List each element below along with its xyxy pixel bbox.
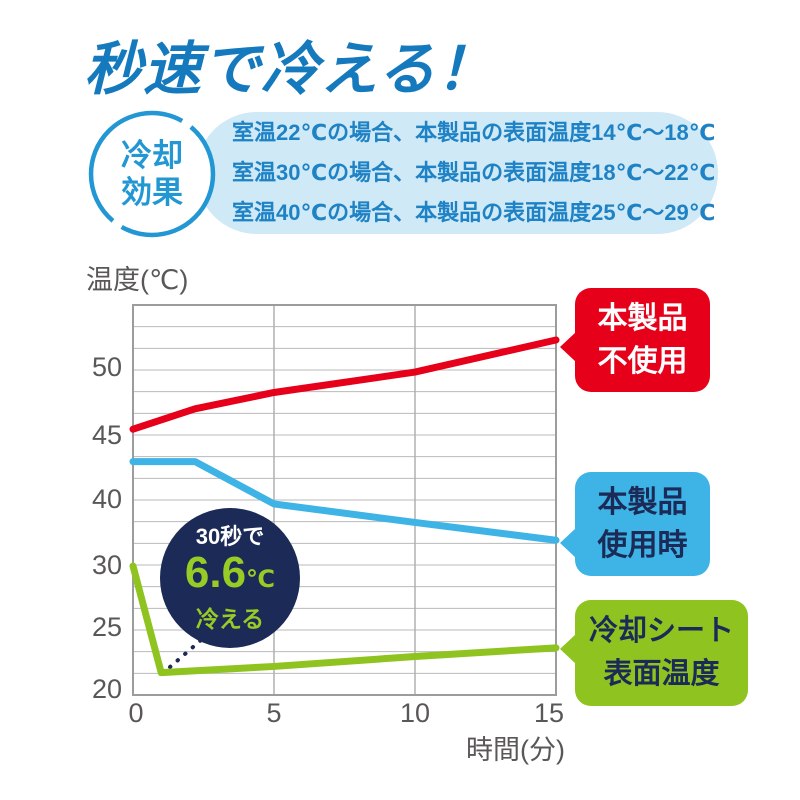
legend-callout-product-not-used: 本製品 不使用 xyxy=(560,288,710,392)
series-line-本製品不使用 xyxy=(129,336,560,433)
cooling-spec-box: 室温22℃の場合、本製品の表面温度14℃〜18℃ 室温30℃の場合、本製品の表面… xyxy=(196,112,718,234)
x-tick-5: 5 xyxy=(266,698,282,728)
y-tick-30: 30 xyxy=(91,550,122,580)
spec-line-40c: 室温40℃の場合、本製品の表面温度25℃〜29℃ xyxy=(232,200,716,225)
spec-line-30c: 室温30℃の場合、本製品の表面温度18℃〜22℃ xyxy=(232,160,716,185)
x-axis-title: 時間(分) xyxy=(466,735,565,765)
annotation-value: 6.6 xyxy=(184,548,247,597)
callout-text-line: 不使用 xyxy=(597,345,688,378)
plot-border xyxy=(132,304,557,696)
series-line-冷却シート表面温度 xyxy=(129,562,560,677)
annotation-line-1: 30秒で xyxy=(195,524,265,549)
page-title: 秒速で冷える！ xyxy=(84,37,496,102)
x-tick-15: 15 xyxy=(533,698,565,728)
y-axis-title: 温度(℃) xyxy=(86,265,189,295)
y-tick-20: 20 xyxy=(91,674,122,704)
annotation-line-2: 冷える xyxy=(195,606,265,632)
cooling-effect-badge-label: 冷却 効果 xyxy=(84,106,220,242)
cools-6-6-deg-annotation: 30秒で 6.6℃ 冷える xyxy=(160,508,300,648)
callout-text-line: 本製品 xyxy=(597,302,688,335)
x-tick-0: 0 xyxy=(128,698,144,728)
legend-callout-cooling-sheet: 冷却シート 表面温度 xyxy=(560,600,748,706)
y-tick-50: 50 xyxy=(91,352,122,382)
x-tick-10: 10 xyxy=(399,698,431,728)
legend-callout-product-in-use: 本製品 使用時 xyxy=(560,472,710,576)
spec-line-22c: 室温22℃の場合、本製品の表面温度14℃〜18℃ xyxy=(232,120,716,145)
callout-text-line: 冷却シート xyxy=(588,615,734,647)
annotation-unit: ℃ xyxy=(246,566,276,593)
callout-text-line: 表面温度 xyxy=(603,658,720,690)
y-tick-45: 45 xyxy=(91,420,122,450)
cooling-effect-badge-circle xyxy=(88,110,216,238)
y-tick-25: 25 xyxy=(91,612,122,642)
series-line-本製品使用時 xyxy=(129,458,560,544)
badge-line-1: 冷却 xyxy=(121,138,183,173)
callout-text-line: 使用時 xyxy=(597,529,688,562)
callout-text-line: 本製品 xyxy=(597,486,688,519)
annotation-value-row: 6.6℃ xyxy=(185,550,275,606)
y-tick-40: 40 xyxy=(91,484,122,514)
badge-line-2: 効果 xyxy=(121,175,183,210)
